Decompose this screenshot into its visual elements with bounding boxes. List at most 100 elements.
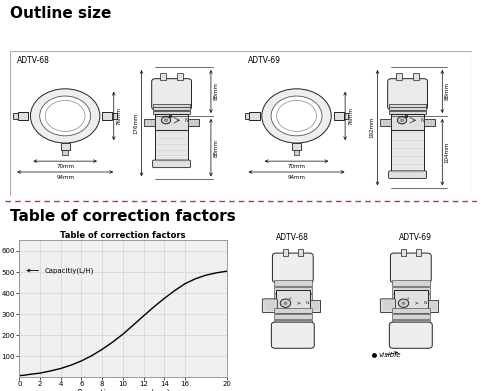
Bar: [153, 106, 190, 110]
Circle shape: [284, 302, 287, 304]
Text: 70mm: 70mm: [288, 164, 306, 169]
Text: NI: NI: [420, 118, 425, 123]
Bar: [274, 280, 312, 286]
X-axis label: Operation pressure(par): Operation pressure(par): [77, 389, 169, 391]
Circle shape: [161, 117, 171, 124]
Circle shape: [40, 96, 91, 136]
FancyBboxPatch shape: [262, 299, 277, 313]
Bar: [401, 249, 406, 256]
Bar: [292, 143, 301, 150]
Text: 94mm: 94mm: [288, 174, 306, 179]
FancyBboxPatch shape: [272, 253, 313, 283]
Text: Table of correction factors: Table of correction factors: [10, 209, 235, 224]
Text: 70mm: 70mm: [56, 164, 74, 169]
Text: -: -: [406, 307, 408, 312]
Text: ADTV-69: ADTV-69: [399, 233, 432, 242]
FancyBboxPatch shape: [388, 171, 427, 179]
Bar: [161, 73, 166, 80]
Text: Capacitiy(L/H): Capacitiy(L/H): [27, 267, 94, 274]
Bar: [413, 73, 419, 80]
Bar: [391, 131, 424, 174]
Bar: [397, 73, 402, 80]
Bar: [274, 314, 312, 319]
Bar: [153, 104, 190, 107]
FancyBboxPatch shape: [390, 253, 431, 283]
Bar: [276, 290, 309, 313]
Text: 88mm: 88mm: [213, 83, 218, 100]
Bar: [394, 290, 428, 313]
Text: -: -: [288, 307, 290, 312]
Bar: [112, 113, 117, 119]
Bar: [297, 249, 303, 256]
Text: ADTV-68: ADTV-68: [16, 56, 50, 65]
Bar: [392, 308, 429, 313]
Circle shape: [402, 302, 405, 304]
Bar: [274, 294, 312, 300]
Bar: [102, 111, 112, 120]
Circle shape: [262, 89, 331, 143]
Text: +: +: [288, 296, 292, 301]
Text: 76mm: 76mm: [117, 107, 122, 125]
Bar: [13, 113, 18, 119]
Bar: [392, 280, 429, 286]
Circle shape: [397, 117, 407, 124]
Circle shape: [30, 89, 100, 143]
Circle shape: [398, 299, 409, 307]
Bar: [344, 113, 348, 119]
Text: ADTV-68: ADTV-68: [276, 233, 309, 242]
Text: 88mm: 88mm: [444, 83, 450, 100]
Bar: [18, 111, 28, 120]
Text: NI: NI: [184, 118, 189, 123]
Text: 104mm: 104mm: [444, 142, 450, 163]
Bar: [61, 143, 70, 150]
Text: visible: visible: [379, 353, 402, 359]
Circle shape: [45, 100, 85, 131]
FancyBboxPatch shape: [389, 322, 432, 348]
Bar: [153, 111, 190, 114]
Text: 176mm: 176mm: [134, 113, 138, 134]
FancyBboxPatch shape: [153, 160, 190, 168]
Text: NI: NI: [423, 301, 428, 305]
Bar: [391, 114, 424, 131]
Circle shape: [277, 100, 316, 131]
Circle shape: [164, 119, 168, 122]
Bar: [155, 114, 188, 131]
Bar: [309, 300, 320, 312]
Bar: [274, 320, 312, 325]
Bar: [334, 111, 344, 120]
Bar: [389, 104, 426, 107]
Bar: [283, 249, 288, 256]
FancyBboxPatch shape: [271, 322, 314, 348]
Text: 94mm: 94mm: [56, 174, 74, 179]
Bar: [428, 300, 438, 312]
Text: Outline size: Outline size: [10, 6, 111, 21]
Text: ADTV-69: ADTV-69: [248, 56, 281, 65]
Circle shape: [401, 119, 403, 122]
FancyBboxPatch shape: [380, 299, 395, 313]
Bar: [274, 308, 312, 313]
Bar: [392, 287, 429, 293]
Bar: [392, 314, 429, 319]
Text: +: +: [406, 296, 410, 301]
Bar: [144, 119, 155, 126]
FancyBboxPatch shape: [152, 79, 191, 110]
Bar: [177, 73, 183, 80]
Bar: [392, 294, 429, 300]
Text: 88mm: 88mm: [213, 140, 218, 158]
Text: 76mm: 76mm: [348, 107, 353, 125]
Bar: [245, 113, 249, 119]
Title: Table of correction factors: Table of correction factors: [60, 231, 186, 240]
Bar: [188, 119, 200, 126]
Bar: [424, 119, 435, 126]
Bar: [62, 150, 68, 154]
Text: 192mm: 192mm: [369, 116, 374, 138]
Circle shape: [271, 96, 322, 136]
Bar: [274, 287, 312, 293]
Bar: [415, 249, 421, 256]
Bar: [249, 111, 259, 120]
Bar: [392, 320, 429, 325]
Bar: [389, 111, 426, 114]
Bar: [389, 106, 426, 110]
Bar: [155, 131, 188, 163]
Bar: [380, 119, 391, 126]
